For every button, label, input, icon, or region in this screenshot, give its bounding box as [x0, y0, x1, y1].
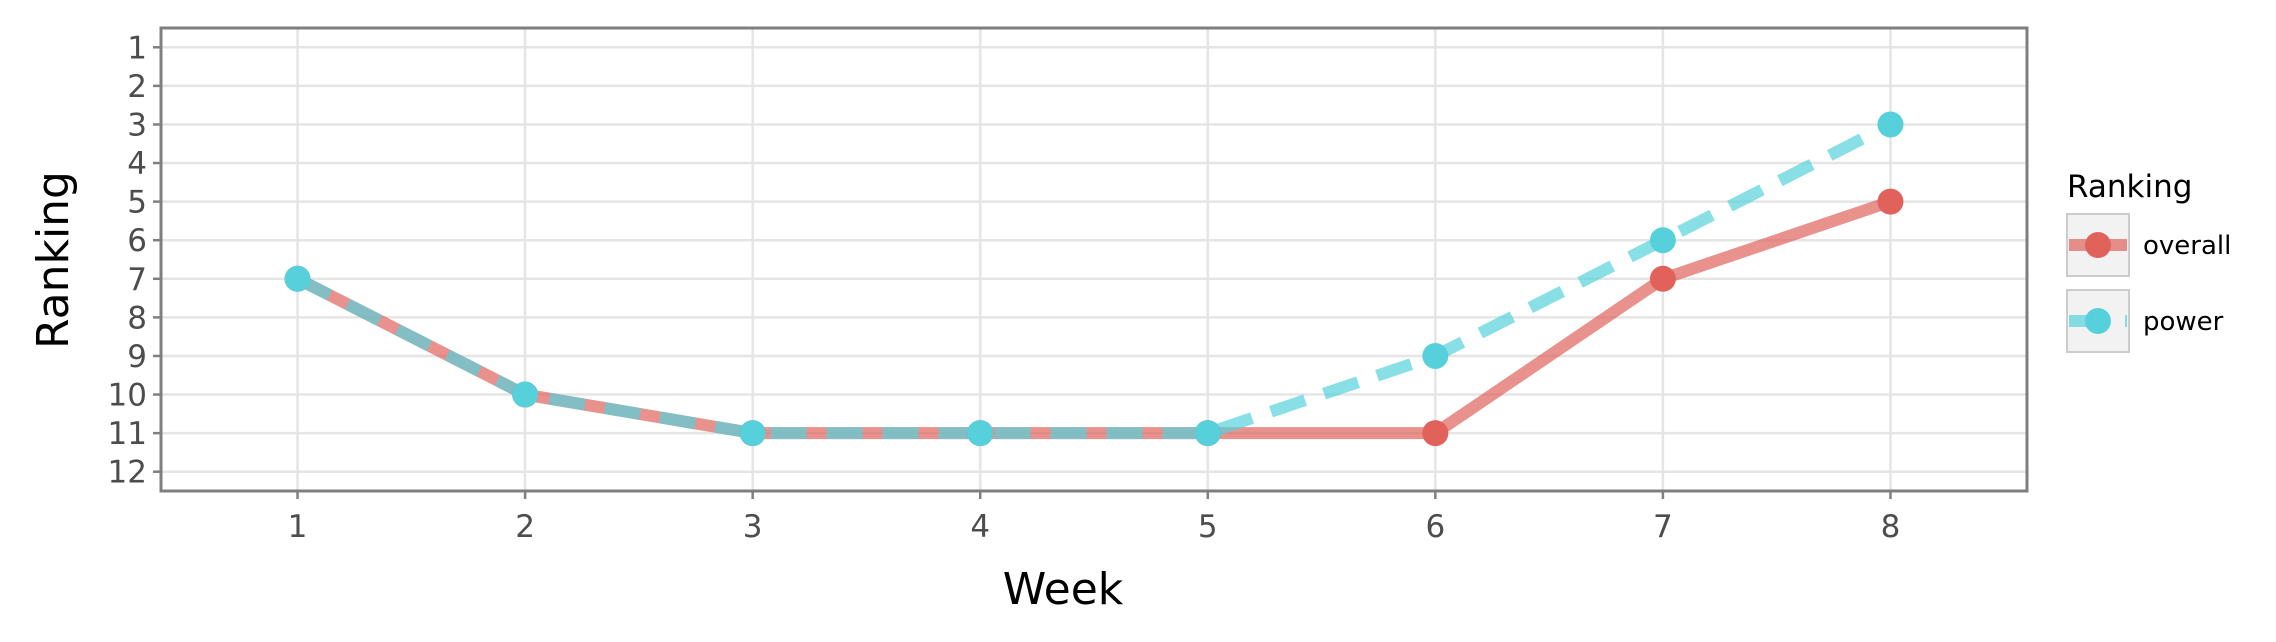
y-axis-title: Ranking: [28, 171, 79, 349]
y-tick-label: 4: [127, 146, 147, 182]
y-tick-label: 3: [127, 107, 147, 143]
legend-key-point: [2085, 232, 2111, 258]
legend-title: Ranking: [2067, 169, 2192, 205]
y-tick-label: 11: [108, 416, 147, 452]
x-tick-label: 4: [970, 509, 990, 545]
data-point-power: [739, 420, 766, 447]
legend-key-point: [2085, 308, 2111, 334]
plot-border: [159, 26, 2029, 493]
x-axis-ticks: 1 2 3 4 5 6 7 8: [288, 491, 1901, 545]
x-tick-label: 6: [1425, 509, 1445, 545]
y-tick-label: 9: [127, 339, 147, 375]
y-tick-label: 8: [127, 300, 147, 336]
data-point-overall: [1649, 265, 1676, 292]
x-tick-label: 2: [515, 509, 535, 545]
y-tick-label: 6: [127, 223, 147, 259]
grid-lines: [161, 28, 2027, 491]
data-point-power: [1649, 227, 1676, 254]
data-point-power: [1194, 420, 1221, 447]
y-tick-label: 12: [108, 455, 147, 491]
x-axis-title: Week: [1003, 564, 1124, 615]
y-tick-label: 7: [127, 262, 147, 298]
y-tick-label: 5: [127, 185, 147, 221]
data-point-power: [512, 381, 539, 408]
series-line-power: [294, 119, 1894, 440]
data-point-power: [1877, 111, 1904, 138]
x-tick-label: 8: [1881, 509, 1901, 545]
series-points: [284, 111, 1904, 447]
legend-keys: overall power: [2066, 213, 2231, 353]
data-point-power: [1422, 342, 1449, 369]
data-point-power: [284, 265, 311, 292]
legend: Ranking overall power: [2066, 169, 2231, 353]
legend-label: overall: [2143, 231, 2231, 261]
y-tick-label: 1: [127, 30, 147, 66]
data-point-overall: [1422, 420, 1449, 447]
x-tick-label: 3: [743, 509, 763, 545]
data-point-overall: [1877, 188, 1904, 215]
x-tick-label: 7: [1653, 509, 1673, 545]
x-tick-label: 5: [1198, 509, 1218, 545]
y-tick-label: 2: [127, 69, 147, 105]
x-tick-label: 1: [288, 509, 308, 545]
plot-panel: [161, 28, 2027, 491]
y-tick-label: 10: [108, 378, 147, 414]
legend-label: power: [2143, 307, 2224, 337]
series-lines: [294, 119, 1894, 440]
data-point-power: [967, 420, 994, 447]
